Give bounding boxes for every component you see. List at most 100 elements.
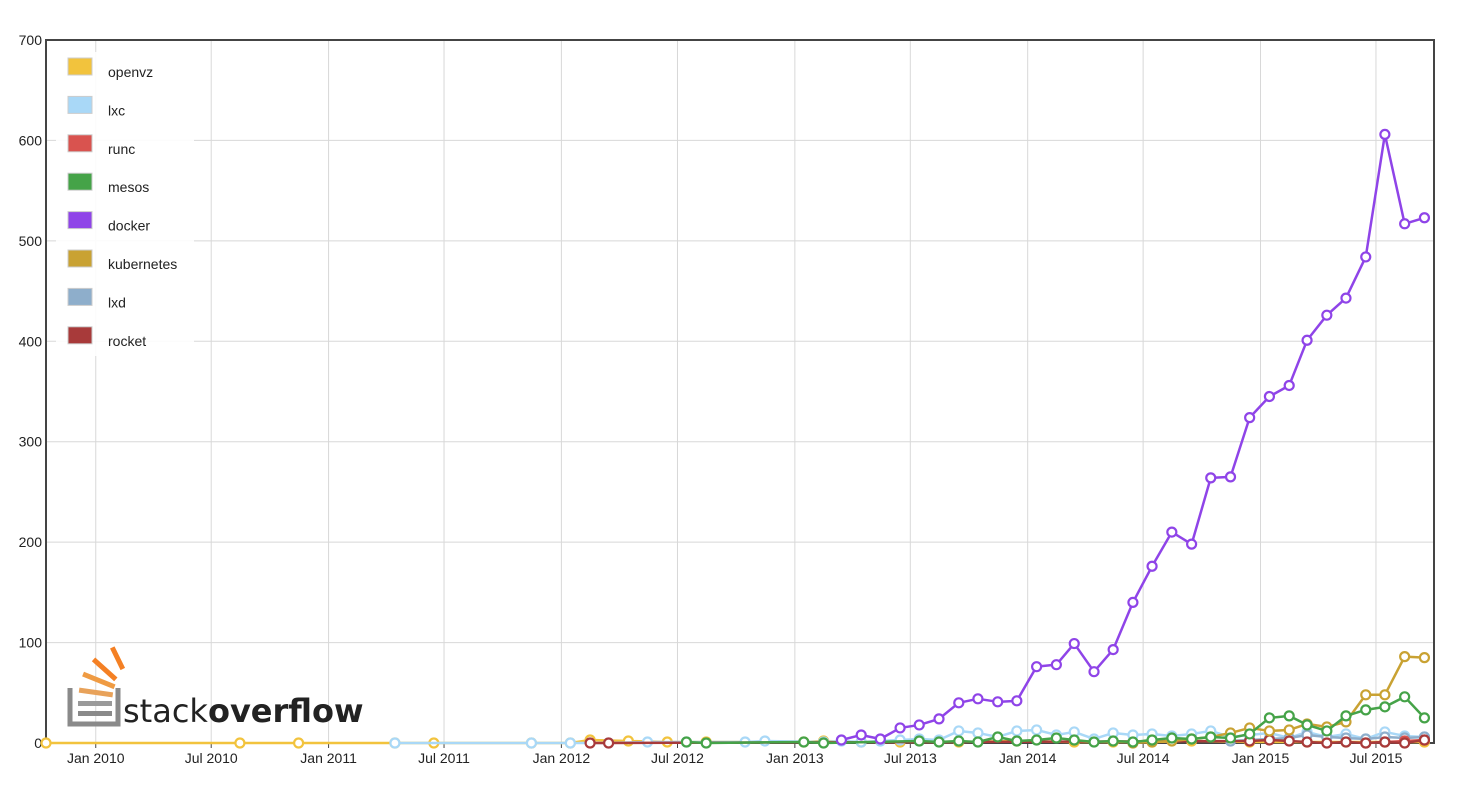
- y-tick-label: 300: [19, 434, 43, 450]
- data-point-mesos: [1068, 734, 1080, 746]
- legend-swatch-lxd: [67, 287, 93, 306]
- chart-grid: [46, 39, 1434, 744]
- data-point-mesos: [1127, 736, 1139, 748]
- data-point-mesos: [1186, 733, 1198, 745]
- data-point-mesos: [1321, 725, 1333, 737]
- data-point-docker: [1379, 128, 1391, 141]
- x-tick-label: Jan 2014: [999, 750, 1057, 766]
- y-tick-label: 100: [19, 635, 43, 651]
- data-point-mesos: [1360, 704, 1372, 716]
- data-point-docker: [933, 713, 945, 725]
- data-point-rocket: [1379, 736, 1391, 748]
- data-point-mesos: [1011, 735, 1023, 747]
- y-tick-label: 700: [19, 32, 43, 48]
- data-point-docker: [894, 722, 906, 734]
- x-tick-label: Jul 2014: [1117, 750, 1170, 766]
- data-point-docker: [953, 697, 965, 709]
- data-point-mesos: [1399, 691, 1411, 703]
- data-point-rocket: [1263, 734, 1276, 746]
- data-point-docker: [1050, 659, 1062, 671]
- data-point-kubernetes: [1418, 652, 1431, 664]
- data-point-docker: [1127, 596, 1139, 609]
- data-point-rocket: [1360, 737, 1372, 749]
- data-point-openvz: [292, 737, 305, 749]
- plot-frame: [45, 39, 1435, 744]
- legend-label-rocket: rocket: [108, 333, 146, 349]
- x-tick-label: Jul 2011: [418, 750, 470, 766]
- data-point-rocket: [1418, 734, 1431, 746]
- data-point-docker: [1263, 390, 1276, 403]
- y-axis-ticks: 0 100 200 300 400 500 600 700: [19, 32, 43, 751]
- data-point-mesos: [1263, 712, 1276, 724]
- data-point-mesos: [992, 731, 1004, 743]
- legend-label-runc: runc: [108, 141, 135, 157]
- legend-swatch-mesos: [67, 172, 93, 191]
- data-point-rocket: [1340, 736, 1352, 748]
- data-point-mesos: [798, 736, 810, 748]
- series-mesos: [680, 691, 1431, 749]
- x-tick-label: Jan 2013: [766, 750, 824, 766]
- data-point-mesos: [817, 737, 830, 749]
- series-line-kubernetes: [1132, 655, 1425, 745]
- data-point-openvz: [40, 737, 52, 749]
- legend-label-docker: docker: [108, 218, 150, 234]
- stackoverflow-logo-text: stackoverflow: [123, 692, 364, 730]
- data-point-mesos: [1031, 734, 1043, 746]
- y-tick-label: 200: [19, 534, 43, 550]
- x-tick-label: Jan 2015: [1232, 750, 1290, 766]
- data-point-docker: [1418, 212, 1431, 224]
- legend-label-lxd: lxd: [108, 294, 126, 310]
- data-point-docker: [1301, 334, 1313, 346]
- data-point-lxc: [1031, 724, 1043, 736]
- data-point-kubernetes: [1399, 651, 1411, 663]
- data-point-docker: [1031, 661, 1043, 673]
- data-point-lxc: [389, 737, 401, 749]
- data-point-docker: [1244, 412, 1256, 424]
- data-point-mesos: [1107, 735, 1119, 747]
- legend-swatch-rocket: [67, 326, 93, 345]
- data-point-docker: [1399, 218, 1411, 230]
- data-point-lxc: [1011, 725, 1023, 737]
- stackoverflow-logo: stackoverflow: [67, 646, 364, 730]
- data-point-rocket: [1321, 737, 1333, 749]
- data-point-mesos: [1166, 732, 1178, 744]
- legend-swatch-kubernetes: [67, 249, 93, 268]
- data-point-docker: [1068, 637, 1080, 650]
- data-point-docker: [1186, 538, 1198, 550]
- x-tick-label: Jul 2012: [651, 750, 704, 766]
- data-point-kubernetes: [1263, 725, 1276, 737]
- data-point-rocket: [1283, 735, 1295, 747]
- data-point-docker: [1146, 560, 1158, 572]
- data-point-mesos: [1283, 710, 1295, 722]
- data-point-docker: [972, 693, 984, 705]
- data-point-lxc: [953, 725, 965, 737]
- data-point-mesos: [1418, 712, 1431, 724]
- series-docker: [835, 128, 1431, 746]
- data-point-mesos: [1146, 734, 1158, 746]
- data-point-docker: [1224, 471, 1237, 483]
- stackoverflow-logo-icon: [67, 646, 126, 727]
- data-point-mesos: [1340, 710, 1352, 722]
- y-tick-label: 600: [19, 132, 43, 148]
- legend-label-lxc: lxc: [108, 102, 125, 118]
- legend-swatch-docker: [67, 211, 93, 230]
- data-point-docker: [1340, 292, 1352, 304]
- data-point-mesos: [1224, 732, 1237, 744]
- data-point-docker: [874, 733, 886, 745]
- data-point-lxc: [564, 737, 576, 749]
- data-point-docker: [1283, 379, 1295, 392]
- data-point-mesos: [1205, 731, 1217, 743]
- legend-label-kubernetes: kubernetes: [108, 256, 177, 272]
- data-point-docker: [855, 729, 867, 741]
- data-point-lxc: [759, 735, 771, 747]
- data-point-mesos: [972, 736, 984, 748]
- x-tick-label: Jan 2012: [533, 750, 591, 766]
- legend-label-openvz: openvz: [108, 64, 153, 80]
- data-point-mesos: [933, 736, 945, 748]
- data-point-mesos: [1088, 736, 1100, 748]
- series-line-docker: [841, 133, 1425, 742]
- data-point-docker: [992, 696, 1004, 708]
- data-point-rocket: [584, 737, 596, 749]
- legend-swatch-openvz: [67, 57, 93, 76]
